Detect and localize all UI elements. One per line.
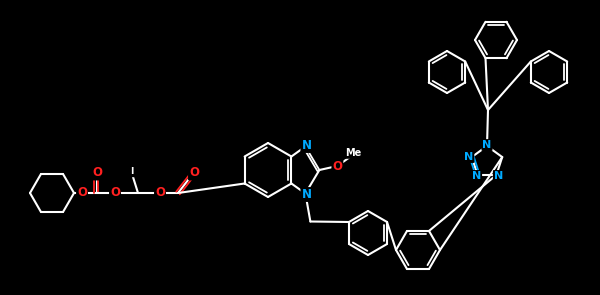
Text: N: N bbox=[482, 140, 491, 150]
Text: N: N bbox=[301, 139, 311, 152]
Text: N: N bbox=[464, 152, 473, 162]
Text: O: O bbox=[110, 186, 120, 199]
Text: Me: Me bbox=[345, 148, 362, 158]
Text: O: O bbox=[189, 166, 199, 179]
Text: N: N bbox=[301, 188, 311, 201]
Text: I: I bbox=[130, 168, 134, 176]
Text: O: O bbox=[155, 186, 165, 199]
Text: O: O bbox=[332, 160, 343, 173]
Text: N: N bbox=[472, 171, 481, 181]
Text: O: O bbox=[77, 186, 87, 199]
Text: O: O bbox=[92, 166, 102, 179]
Text: N: N bbox=[494, 171, 503, 181]
